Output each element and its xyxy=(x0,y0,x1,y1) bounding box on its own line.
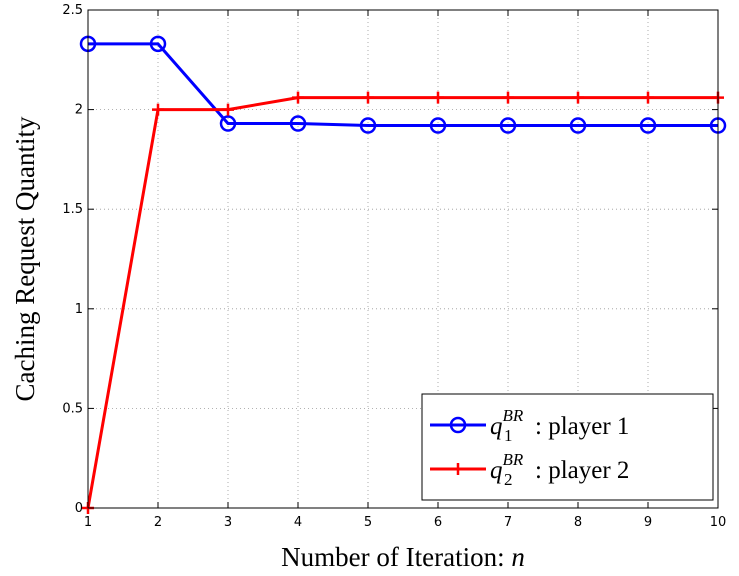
y-tick-label: 0 xyxy=(75,501,83,516)
legend-box xyxy=(421,393,714,501)
data-point xyxy=(362,91,374,104)
x-axis-label-variable: n xyxy=(511,542,525,572)
legend-suffix: : player 1 xyxy=(535,413,629,440)
x-tick-label: 9 xyxy=(644,515,652,530)
x-tick-label: 2 xyxy=(154,515,162,530)
legend-subscript: 1 xyxy=(504,426,513,445)
data-point xyxy=(152,103,164,116)
data-point xyxy=(289,115,307,132)
y-tick-label: 1.5 xyxy=(62,202,83,217)
x-axis-label-text: Number of Iteration: xyxy=(281,542,511,572)
legend-item: qBR 2 : player 2 xyxy=(430,450,629,489)
y-tick-label: 2 xyxy=(75,103,83,118)
y-tick-label: 0.5 xyxy=(62,401,83,416)
x-tick-label: 8 xyxy=(574,515,582,530)
legend-symbol: q xyxy=(490,457,503,484)
data-point xyxy=(449,416,467,434)
data-point xyxy=(642,91,654,104)
series-group xyxy=(79,35,727,514)
series-line xyxy=(86,96,718,509)
grid xyxy=(88,10,718,508)
data-point xyxy=(499,117,517,134)
legend-label: qBR 1 : player 1 xyxy=(490,406,629,445)
legend-superscript: BR xyxy=(503,406,524,425)
y-axis-label: Caching Request Quantity xyxy=(10,116,40,401)
plot-frame xyxy=(87,9,719,509)
data-point xyxy=(502,91,514,104)
data-point xyxy=(222,103,234,116)
x-tick-label: 7 xyxy=(504,515,512,530)
data-point xyxy=(432,91,444,104)
legend-subscript: 2 xyxy=(504,470,513,489)
data-point xyxy=(149,35,167,53)
data-point xyxy=(569,117,587,134)
data-point xyxy=(429,117,447,134)
data-point xyxy=(219,115,237,132)
y-tick-label: 1 xyxy=(75,302,83,317)
x-tick-label: 4 xyxy=(294,515,302,530)
series-player-2 xyxy=(82,91,724,514)
legend-item: qBR 1 : player 1 xyxy=(430,406,629,445)
series-line xyxy=(88,42,718,128)
x-tick-label: 3 xyxy=(224,515,232,530)
ticks: 1 2 3 4 5 6 7 8 9 10 0 0.5 1 1.5 2 2.5 xyxy=(62,3,726,530)
legend-symbol: q xyxy=(490,413,503,440)
legend-superscript: BR xyxy=(503,450,524,469)
data-point xyxy=(639,117,657,134)
x-tick-label: 5 xyxy=(364,515,372,530)
x-tick-label: 6 xyxy=(434,515,442,530)
legend-suffix: : player 2 xyxy=(535,457,629,484)
x-tick-label: 1 xyxy=(84,515,92,530)
legend-label: qBR 2 : player 2 xyxy=(490,450,629,489)
data-point xyxy=(572,91,584,104)
x-axis-label: Number of Iteration: n xyxy=(281,542,525,572)
x-tick-label: 10 xyxy=(710,515,727,530)
data-point xyxy=(452,463,464,475)
data-point xyxy=(359,117,377,134)
y-tick-label: 2.5 xyxy=(62,3,83,18)
data-point xyxy=(292,91,304,104)
